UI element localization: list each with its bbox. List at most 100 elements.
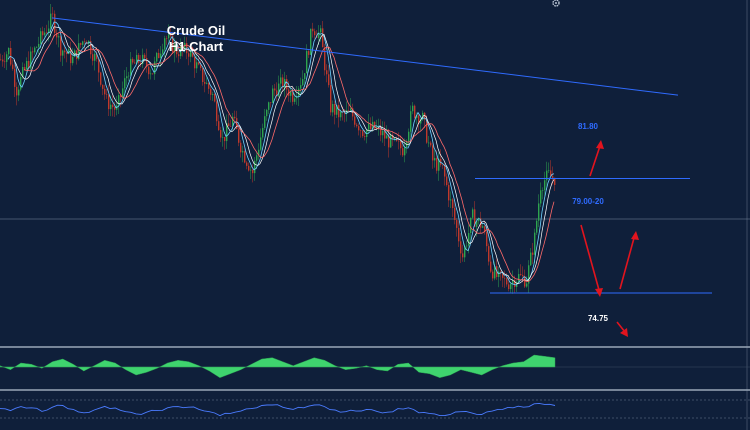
candle-body — [348, 110, 350, 111]
candle-body — [196, 62, 198, 69]
candle-body — [388, 135, 390, 148]
candle-body — [334, 103, 336, 115]
candle-body — [446, 176, 448, 186]
candle-body — [472, 209, 474, 218]
candle-body — [362, 130, 364, 137]
candle-body — [134, 62, 136, 64]
candle-body — [264, 116, 266, 128]
candle-body — [178, 54, 180, 57]
candle-body — [28, 60, 30, 69]
candle-body — [318, 32, 320, 38]
candle-body — [112, 104, 114, 108]
candle-body — [258, 149, 260, 156]
candle-body — [504, 277, 506, 279]
candle-body — [286, 79, 288, 90]
candle-body — [420, 119, 422, 124]
arrow-rebound-up — [619, 237, 635, 290]
candle-body — [84, 41, 86, 42]
candle-body — [310, 28, 312, 55]
gear-icon-hub[interactable] — [555, 2, 557, 4]
arrow-up-to-target-head — [596, 140, 604, 149]
candle-body — [58, 36, 60, 38]
candle-body — [22, 67, 24, 77]
resistance-zone-label: 79.00-20 — [572, 197, 604, 206]
candle-body — [138, 54, 140, 63]
candle-body — [350, 108, 352, 111]
candle-body — [524, 275, 526, 287]
candle-body — [540, 190, 542, 204]
candle-body — [460, 241, 462, 254]
candle-body — [170, 34, 172, 36]
candle-body — [4, 61, 6, 63]
candle-body — [324, 47, 326, 71]
candle-body — [148, 66, 150, 75]
candle-body — [152, 73, 154, 75]
candle-body — [202, 68, 204, 83]
candle-body — [118, 95, 120, 106]
candle-body — [510, 283, 512, 290]
candle-body — [0, 59, 2, 61]
candle-body — [514, 279, 516, 288]
candle-body — [128, 75, 130, 77]
candle-body — [62, 50, 64, 56]
gear-icon-ring[interactable] — [552, 0, 560, 7]
candle-body — [520, 274, 522, 275]
candle-body — [214, 94, 216, 102]
candle-body — [274, 88, 276, 91]
candle-body — [168, 34, 170, 39]
candle-body — [468, 233, 470, 246]
support-price-label: 74.75 — [588, 314, 609, 323]
candle-body — [416, 115, 418, 118]
candle-body — [428, 142, 430, 144]
moving-averages-layer — [7, 21, 555, 286]
candle-body — [320, 28, 322, 33]
candle-body — [442, 164, 444, 166]
candle-body — [522, 274, 524, 276]
candle-body — [244, 151, 246, 163]
candle-body — [338, 105, 340, 118]
candle-body — [546, 170, 548, 181]
candle-body — [328, 74, 330, 86]
candle-body — [554, 177, 556, 185]
candle-body — [232, 116, 234, 127]
candle-body — [300, 85, 302, 89]
candle-body — [448, 185, 450, 201]
candle-body — [124, 78, 126, 89]
candle-body — [158, 52, 160, 59]
candle-body — [402, 148, 404, 156]
candle-body — [332, 103, 334, 113]
candle-body — [172, 35, 174, 53]
candle-body — [470, 217, 472, 234]
candle-body — [532, 252, 534, 255]
candle-body — [24, 67, 26, 70]
candle-body — [314, 31, 316, 36]
candle-body — [450, 199, 452, 201]
candle-body — [454, 208, 456, 221]
candle-body — [478, 218, 480, 222]
candle-body — [480, 218, 482, 228]
candle-body — [216, 101, 218, 122]
candle-body — [142, 54, 144, 64]
candle-body — [424, 112, 426, 120]
candle-body — [154, 61, 156, 75]
candle-body — [206, 82, 208, 84]
candle-body — [260, 137, 262, 150]
candle-body — [102, 84, 104, 89]
candle-body — [336, 105, 338, 115]
candle-body — [120, 95, 122, 98]
candle-body — [38, 43, 40, 48]
candle-body — [160, 53, 162, 59]
candle-body — [34, 47, 36, 53]
candle-body — [364, 136, 366, 138]
candle-body — [52, 13, 54, 15]
gear-icon[interactable] — [552, 0, 560, 7]
candle-body — [146, 58, 148, 67]
candle-body — [346, 110, 348, 114]
candle-body — [410, 111, 412, 132]
candle-body — [30, 51, 32, 69]
candle-body — [36, 47, 38, 48]
candle-body — [308, 51, 310, 55]
candle-body — [60, 36, 62, 56]
candle-body — [166, 38, 168, 39]
moving-average-fast — [7, 21, 555, 286]
